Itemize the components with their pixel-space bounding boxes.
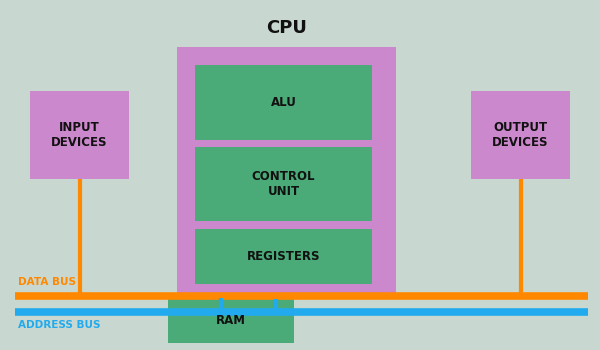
Text: ALU: ALU <box>271 96 296 109</box>
Text: RAM: RAM <box>216 314 246 327</box>
Text: INPUT
DEVICES: INPUT DEVICES <box>51 121 108 149</box>
Text: OUTPUT
DEVICES: OUTPUT DEVICES <box>492 121 549 149</box>
Bar <box>195 65 372 140</box>
Text: CPU: CPU <box>266 19 307 37</box>
Text: CONTROL
UNIT: CONTROL UNIT <box>252 170 315 198</box>
Bar <box>168 298 294 343</box>
Text: ADDRESS BUS: ADDRESS BUS <box>18 321 101 330</box>
Bar <box>30 91 129 178</box>
Bar <box>195 229 372 284</box>
Text: REGISTERS: REGISTERS <box>247 250 320 263</box>
Bar <box>471 91 570 178</box>
Bar <box>177 47 396 299</box>
Bar <box>195 147 372 220</box>
Text: DATA BUS: DATA BUS <box>18 277 76 287</box>
